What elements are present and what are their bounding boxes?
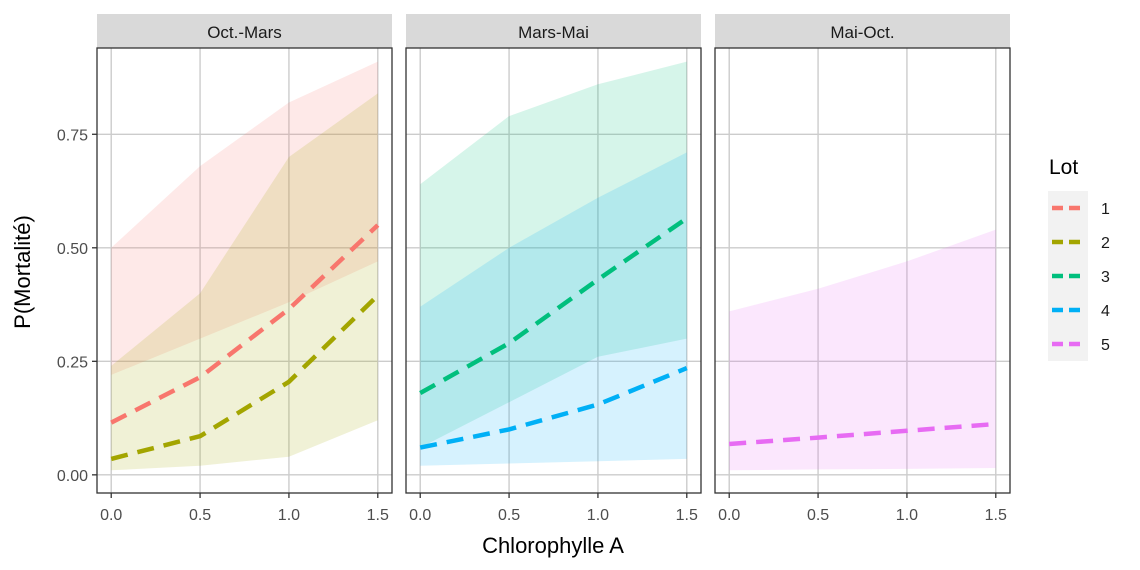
facet-strip-label: Mai-Oct. <box>830 23 894 42</box>
y-tick-label: 0.00 <box>57 468 88 485</box>
panel-border <box>714 47 1011 494</box>
x-tick-label: 1.5 <box>985 507 1007 524</box>
facet-panel-2: Mars-Mai 0.0 0.5 1.0 1.5 <box>405 14 702 524</box>
x-tick-label: 1.0 <box>587 507 609 524</box>
y-tick-label: 0.75 <box>57 127 88 144</box>
x-tick-label: 0.0 <box>718 507 740 524</box>
confidence-ribbon-lot-5 <box>729 229 996 471</box>
x-tick-label: 0.5 <box>807 507 829 524</box>
panel-background <box>97 48 392 493</box>
legend-label: 5 <box>1101 337 1110 354</box>
panel-border <box>96 47 393 494</box>
y-axis-title: P(Mortalité) <box>10 215 35 329</box>
facet-panel-3: Mai-Oct. 0.0 0.5 1.0 1.5 <box>714 14 1011 524</box>
series-line-lot-1 <box>110 223 380 425</box>
facet-strip <box>715 14 1010 48</box>
x-tick-label: 0.0 <box>409 507 431 524</box>
x-tick-label: 0.0 <box>100 507 122 524</box>
facet-strip-label: Oct.-Mars <box>207 23 282 42</box>
legend-title: Lot <box>1049 156 1078 179</box>
x-tick-label: 1.0 <box>896 507 918 524</box>
facet-strip <box>406 14 701 48</box>
panel-background <box>715 48 1010 493</box>
series-line-lot-4 <box>419 366 688 450</box>
legend-item-lot-3: 3 <box>1052 269 1110 286</box>
confidence-ribbon-lot-2 <box>111 93 378 471</box>
series-line-lot-5 <box>729 421 996 447</box>
facet-strip-label: Mars-Mai <box>518 23 589 42</box>
x-tick-label: 1.5 <box>367 507 389 524</box>
confidence-ribbon-lot-4 <box>420 152 687 466</box>
legend-label: 3 <box>1101 269 1110 286</box>
y-tick-label: 0.25 <box>57 354 88 371</box>
series-line-lot-2 <box>110 293 380 462</box>
facet-strip <box>97 14 392 48</box>
facet-panel-1: Oct.-Mars 0.0 0.5 1.0 1.5 0.00 0.25 0.50 0.75 <box>57 14 393 524</box>
legend-item-lot-4: 4 <box>1052 303 1110 320</box>
x-tick-label: 0.5 <box>189 507 211 524</box>
legend-label: 4 <box>1101 303 1110 320</box>
legend: 1 2 3 4 5 <box>1048 191 1110 361</box>
confidence-ribbon-lot-3 <box>420 61 687 448</box>
confidence-ribbon-lot-1 <box>111 61 378 375</box>
legend-item-lot-2: 2 <box>1052 235 1110 252</box>
legend-label: 1 <box>1101 201 1110 218</box>
legend-label: 2 <box>1101 235 1110 252</box>
x-axis-title: Chlorophylle A <box>482 533 624 558</box>
y-tick-label: 0.50 <box>57 241 88 258</box>
x-tick-label: 0.5 <box>498 507 520 524</box>
x-tick-label: 1.0 <box>278 507 300 524</box>
panel-border <box>405 47 702 494</box>
legend-item-lot-5: 5 <box>1052 337 1110 354</box>
x-tick-label: 1.5 <box>676 507 698 524</box>
legend-item-lot-1: 1 <box>1052 201 1110 218</box>
